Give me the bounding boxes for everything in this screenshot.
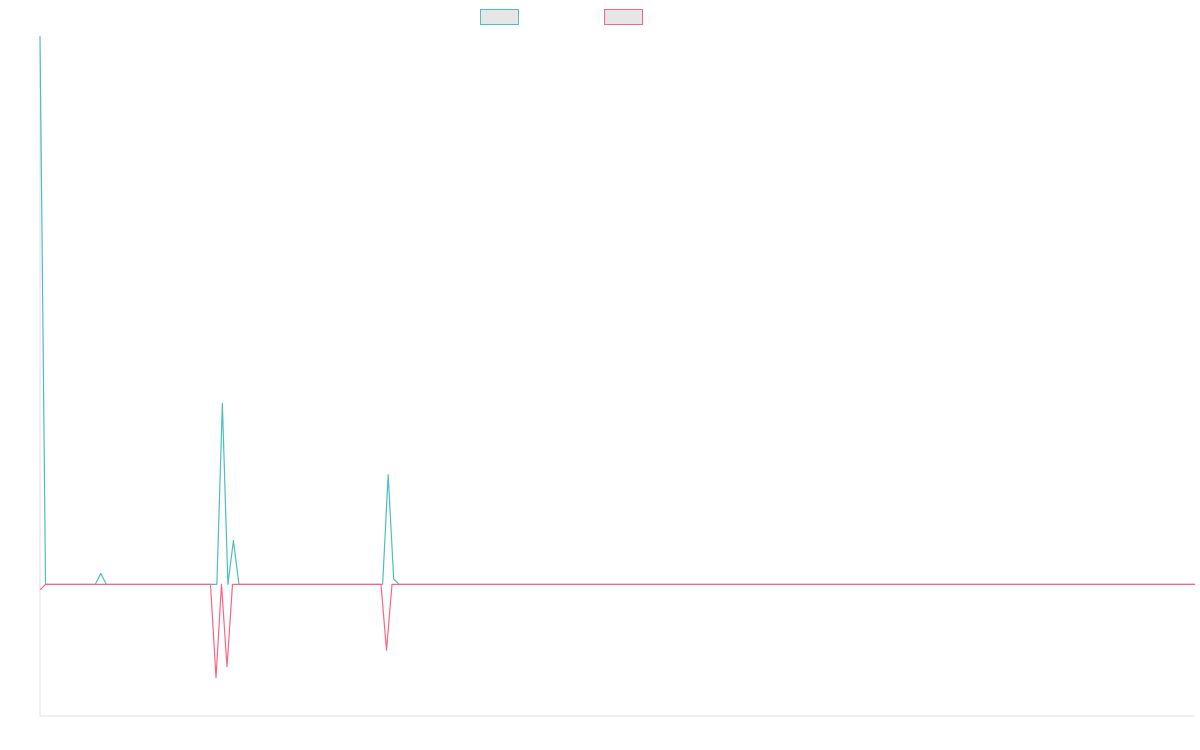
series-line-1 [39, 35, 1195, 585]
chart-series [39, 35, 1195, 679]
series-line-2 [39, 583, 1195, 679]
chart-axes [39, 36, 1195, 717]
legend-item-series-2[interactable] [604, 9, 643, 25]
legend-item-series-1[interactable] [480, 9, 519, 25]
